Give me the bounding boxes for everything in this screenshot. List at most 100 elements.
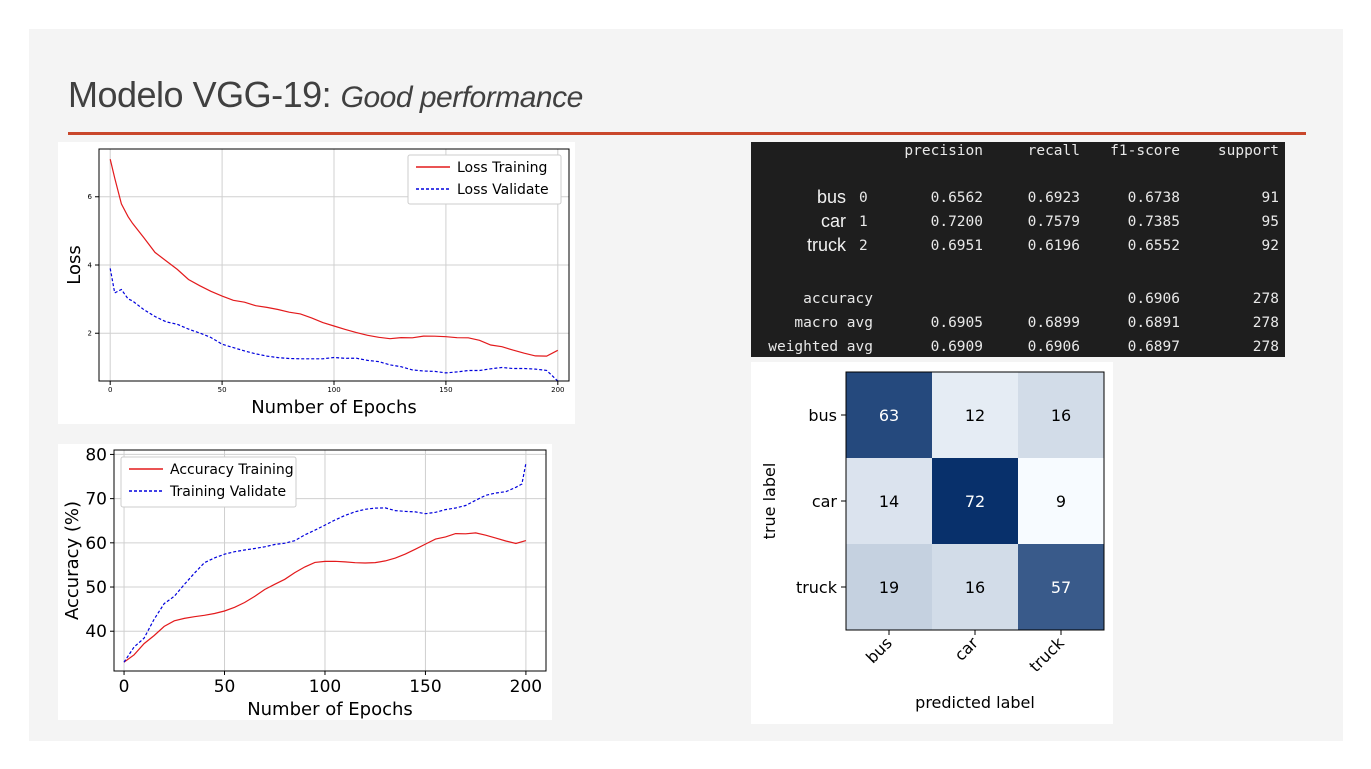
slide-title-main: Modelo VGG-19 xyxy=(68,74,322,115)
report-header-f1-score: f1-score xyxy=(1110,143,1180,159)
legend-box xyxy=(120,456,297,508)
y-axis-label: Accuracy (%) xyxy=(62,501,83,620)
report-value: 91 xyxy=(1261,190,1279,206)
report-value: 0.6196 xyxy=(1027,238,1080,254)
series-line-loss-training xyxy=(109,159,559,357)
x-axis-label: predicted label xyxy=(915,693,1035,712)
report-value: 0.6897 xyxy=(1127,339,1180,355)
report-value: 0.7579 xyxy=(1027,214,1080,230)
x-tick-label: 50 xyxy=(214,677,236,697)
report-value: 0.6923 xyxy=(1027,190,1080,206)
heatmap-cell xyxy=(846,544,932,630)
x-tick-label: 0 xyxy=(108,386,112,394)
slide-title: Modelo VGG-19: Good performance xyxy=(68,74,583,116)
accuracy-chart: 0 50 100 150 200 40 50 60 70 80 Number of Epochs Ac… xyxy=(58,444,552,720)
heatmap-cell xyxy=(1018,372,1104,458)
report-class-index: 1 xyxy=(859,214,868,230)
classification-report: precision recall f1-score support bus 0 0.6562… xyxy=(751,142,1285,357)
heatmap-cell xyxy=(932,458,1018,544)
report-value: 0.6951 xyxy=(930,238,983,254)
legend-label: Accuracy Training xyxy=(170,462,294,478)
heatmap-cell xyxy=(932,544,1018,630)
y-tick-label: 60 xyxy=(85,534,107,554)
report-value: 278 xyxy=(1252,339,1279,355)
heatmap-cell xyxy=(846,458,932,544)
report-value: 278 xyxy=(1252,315,1279,331)
legend-label: Loss Validate xyxy=(457,182,549,198)
plot-frame xyxy=(113,449,547,672)
y-tick-label: 70 xyxy=(85,490,107,510)
y-tick-label: 80 xyxy=(85,445,107,465)
report-class-label: bus xyxy=(816,187,846,207)
report-value: 0.7385 xyxy=(1127,214,1180,230)
heatmap-cell xyxy=(1018,458,1104,544)
heatmap-value: 9 xyxy=(1056,492,1066,511)
report-value: 92 xyxy=(1261,238,1279,254)
y-axis-label: true label xyxy=(760,463,779,540)
y-tick-label: bus xyxy=(808,406,837,425)
y-tick-label: 40 xyxy=(85,622,107,642)
x-tick-label: 150 xyxy=(409,677,441,697)
report-value: 0.6906 xyxy=(1027,339,1080,355)
series-line-training-validate xyxy=(123,463,527,663)
x-axis-label: Number of Epochs xyxy=(247,699,413,720)
report-value: 0.6899 xyxy=(1027,315,1080,331)
series-line-accuracy-training xyxy=(123,532,527,663)
heatmap-cell xyxy=(932,372,1018,458)
y-tick-label: 6 xyxy=(88,193,93,201)
report-header-precision: precision xyxy=(904,143,983,159)
x-tick-label: car xyxy=(951,633,983,665)
x-tick-label: 150 xyxy=(439,386,452,394)
x-tick-label: truck xyxy=(1025,633,1068,676)
x-axis-label: Number of Epochs xyxy=(251,397,417,418)
legend-label: Loss Training xyxy=(457,160,547,176)
slide-title-separator: : xyxy=(321,74,341,115)
title-divider xyxy=(68,132,1306,135)
y-tick-label: 50 xyxy=(85,578,107,598)
x-tick-label: 200 xyxy=(510,677,542,697)
heatmap-value: 57 xyxy=(1051,578,1071,597)
heatmap-value: 72 xyxy=(965,492,985,511)
report-value: 0.7200 xyxy=(930,214,983,230)
report-value: 0.6909 xyxy=(930,339,983,355)
x-tick-label: 100 xyxy=(327,386,340,394)
report-value: 0.6562 xyxy=(930,190,983,206)
heatmap-value: 16 xyxy=(1051,406,1071,425)
x-tick-label: bus xyxy=(862,633,896,667)
report-value: 278 xyxy=(1252,291,1279,307)
plot-frame xyxy=(98,148,570,382)
heatmap-value: 14 xyxy=(879,492,899,511)
report-value: 0.6891 xyxy=(1127,315,1180,331)
heatmap-cell xyxy=(846,372,932,458)
report-row-label: weighted avg xyxy=(768,339,873,355)
report-value: 95 xyxy=(1261,214,1279,230)
report-value: 0.6552 xyxy=(1127,238,1180,254)
confusion-matrix: 63 12 16 14 72 9 19 16 57 bus car truck bus car truck p… xyxy=(751,362,1113,724)
heatmap-value: 63 xyxy=(879,406,899,425)
y-axis-label: Loss xyxy=(64,245,85,284)
x-tick-label: 0 xyxy=(119,677,130,697)
report-row-label: accuracy xyxy=(803,291,873,307)
report-value: 0.6905 xyxy=(930,315,983,331)
report-header-support: support xyxy=(1217,143,1279,159)
x-tick-label: 200 xyxy=(551,386,564,394)
legend-label: Training Validate xyxy=(169,484,286,500)
y-tick-label: car xyxy=(812,492,838,511)
heatmap-value: 12 xyxy=(965,406,985,425)
heatmap-value: 19 xyxy=(879,578,899,597)
report-class-label: car xyxy=(820,211,846,231)
report-header-recall: recall xyxy=(1027,143,1080,159)
y-tick-label: truck xyxy=(796,578,838,597)
x-tick-label: 100 xyxy=(309,677,341,697)
report-row-label: macro avg xyxy=(794,315,873,331)
series-line-loss-validate xyxy=(109,268,559,382)
loss-chart-svg: 0 50 100 150 200 2 4 6 Number of Epochs Loss Loss … xyxy=(64,148,570,418)
y-tick-label: 2 xyxy=(88,330,92,338)
heatmap-value: 16 xyxy=(965,578,985,597)
report-value: 0.6906 xyxy=(1127,291,1180,307)
report-class-label: truck xyxy=(806,235,846,255)
report-class-index: 2 xyxy=(859,238,868,254)
x-tick-label: 50 xyxy=(218,386,227,394)
heatmap-cell xyxy=(1018,544,1104,630)
report-class-index: 0 xyxy=(859,190,868,206)
